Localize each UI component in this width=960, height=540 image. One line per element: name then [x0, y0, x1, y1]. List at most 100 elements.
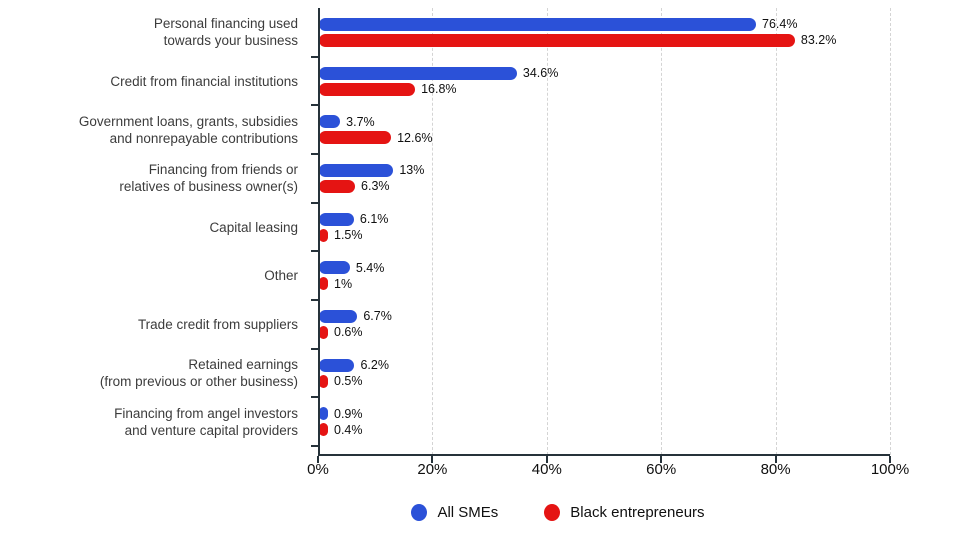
- category-labels-column: Personal financing used towards your bus…: [0, 8, 298, 446]
- legend-label-all-smes: All SMEs: [437, 504, 499, 521]
- y-axis-tick-8: [311, 396, 318, 399]
- bar-line-black-entrepreneurs: 16.8%: [319, 82, 891, 96]
- category-label-7: Trade credit from suppliers: [137, 316, 298, 332]
- y-axis-tick-4: [311, 201, 318, 204]
- bar-all-smes: [319, 17, 756, 31]
- bar-rows-layer: 76.4% 83.2% 34.6% 16.8% 3.7% 12.6% 13% 6.3% 6.1%…: [319, 8, 891, 446]
- value-label-black-entrepreneurs: 83.2%: [800, 33, 837, 48]
- category-row-3: 3.7% 12.6%: [319, 105, 891, 154]
- value-label-all-smes: 13%: [399, 163, 425, 178]
- bar-all-smes: [319, 115, 341, 129]
- x-axis-tick-100: [889, 456, 891, 463]
- legend: All SMEs Black entrepreneurs: [156, 504, 960, 521]
- bar-black-entrepreneurs: [319, 179, 356, 193]
- category-label-4: Financing from friends or relatives of b…: [119, 162, 298, 195]
- y-axis-tick-5: [311, 250, 318, 253]
- category-label-2: Credit from financial institutions: [110, 73, 298, 89]
- gridline-20: [432, 8, 434, 455]
- legend-item-black-entrepreneurs: Black entrepreneurs: [544, 504, 705, 521]
- bar-line-black-entrepreneurs: 1.5%: [319, 228, 891, 243]
- y-axis-tick-6: [311, 299, 318, 301]
- x-axis-tick-40: [545, 456, 548, 463]
- bar-line-black-entrepreneurs: 6.3%: [319, 179, 891, 193]
- legend-marker-black-entrepreneurs: [544, 504, 561, 521]
- category-label-1: Personal financing used towards your bus…: [153, 16, 298, 49]
- value-label-black-entrepreneurs: 1%: [334, 276, 353, 291]
- bar-black-entrepreneurs: [319, 131, 392, 145]
- bar-all-smes: [319, 309, 358, 323]
- bar-line-black-entrepreneurs: 0.5%: [319, 374, 891, 389]
- y-axis-tick-1: [311, 55, 318, 58]
- bar-line-all-smes: 6.2%: [319, 358, 891, 373]
- bar-all-smes: [319, 358, 355, 372]
- bar-black-entrepreneurs: [319, 82, 416, 96]
- value-label-black-entrepreneurs: 0.4%: [334, 422, 363, 437]
- x-axis-line: [318, 454, 890, 456]
- value-label-all-smes: 34.6%: [522, 66, 559, 80]
- x-axis-tick-20: [431, 456, 434, 463]
- value-label-black-entrepreneurs: 1.5%: [334, 228, 363, 243]
- value-label-black-entrepreneurs: 12.6%: [397, 130, 433, 145]
- category-row-2: 34.6% 16.8%: [319, 57, 891, 106]
- bar-all-smes: [319, 261, 350, 275]
- bar-line-black-entrepreneurs: 12.6%: [319, 130, 891, 145]
- bar-line-all-smes: 76.4%: [319, 17, 891, 31]
- category-row-9: 0.9% 0.4%: [319, 397, 891, 446]
- category-label-5: Capital leasing: [209, 219, 298, 235]
- category-label-9: Financing from angel investors and ventu…: [114, 405, 298, 438]
- x-axis-tick-80: [774, 456, 777, 463]
- bar-line-all-smes: 6.7%: [319, 309, 891, 324]
- legend-item-all-smes: All SMEs: [411, 504, 498, 521]
- bar-black-entrepreneurs: [319, 423, 328, 437]
- x-axis-tick-label-60: 60%: [646, 461, 677, 478]
- bar-black-entrepreneurs: [319, 325, 328, 339]
- y-axis-tick-2: [311, 104, 318, 107]
- value-label-black-entrepreneurs: 16.8%: [421, 82, 457, 96]
- x-axis-tick-label-0: 0%: [307, 461, 329, 478]
- x-axis-tick-label-20: 20%: [417, 461, 448, 478]
- category-row-5: 6.1% 1.5%: [319, 203, 891, 252]
- bar-black-entrepreneurs: [319, 33, 795, 47]
- x-axis-tick-labels: 0% 20% 40% 60% 80% 100%: [307, 461, 909, 481]
- gridline-100: [890, 8, 891, 455]
- value-label-all-smes: 3.7%: [346, 114, 375, 129]
- value-label-all-smes: 6.7%: [363, 309, 392, 324]
- bar-black-entrepreneurs: [319, 228, 328, 242]
- bar-line-all-smes: 0.9%: [319, 406, 891, 421]
- legend-marker-all-smes: [411, 504, 428, 521]
- x-axis-tick-label-40: 40%: [531, 461, 562, 478]
- bar-all-smes: [319, 163, 394, 177]
- bar-line-black-entrepreneurs: 0.6%: [319, 325, 891, 339]
- y-axis-line: [318, 8, 320, 455]
- bar-line-black-entrepreneurs: 83.2%: [319, 33, 891, 48]
- category-label-6: Other: [264, 268, 298, 284]
- bar-black-entrepreneurs: [319, 374, 328, 388]
- category-row-7: 6.7% 0.6%: [319, 300, 891, 349]
- bar-line-all-smes: 3.7%: [319, 114, 891, 129]
- value-label-all-smes: 0.9%: [334, 406, 363, 421]
- x-axis-tick-0: [317, 456, 319, 463]
- value-label-all-smes: 6.2%: [360, 358, 389, 373]
- value-label-all-smes: 5.4%: [355, 260, 385, 275]
- value-label-all-smes: 6.1%: [359, 212, 389, 227]
- y-axis-tick-9: [311, 445, 318, 447]
- category-row-8: 6.2% 0.5%: [319, 349, 891, 398]
- bar-black-entrepreneurs: [319, 277, 328, 291]
- bar-line-all-smes: 13%: [319, 163, 891, 178]
- category-row-1: 76.4% 83.2%: [319, 8, 891, 57]
- category-label-3: Government loans, grants, subsidies and …: [78, 113, 298, 146]
- bar-line-all-smes: 34.6%: [319, 66, 891, 80]
- gridline-40: [546, 8, 548, 455]
- y-axis-tick-7: [311, 347, 318, 350]
- x-axis-tick-label-80: 80%: [760, 461, 791, 478]
- value-label-black-entrepreneurs: 0.5%: [334, 374, 363, 389]
- category-row-6: 5.4% 1%: [319, 251, 891, 300]
- bar-line-all-smes: 5.4%: [319, 260, 891, 275]
- category-row-4: 13% 6.3%: [319, 154, 891, 203]
- x-axis-tick-label-100: 100%: [870, 461, 910, 478]
- x-axis-tick-60: [660, 456, 663, 463]
- y-axis-tick-3: [311, 153, 318, 155]
- bar-all-smes: [319, 407, 328, 421]
- bar-line-black-entrepreneurs: 0.4%: [319, 422, 891, 437]
